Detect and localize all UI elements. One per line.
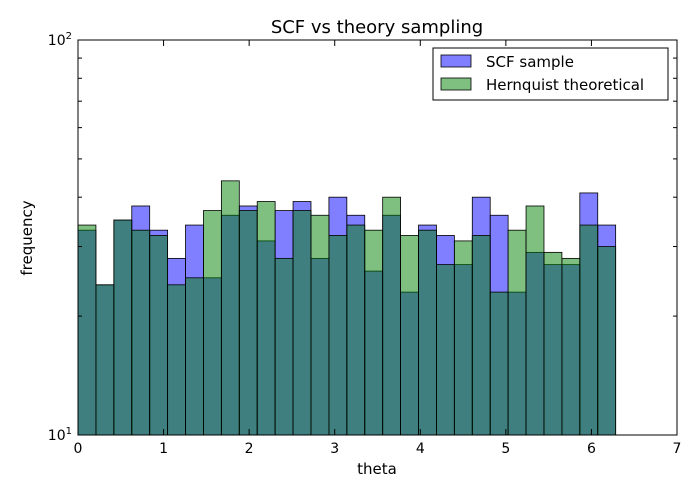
bar-hernquist-18 [400,235,419,436]
legend: SCF sample Hernquist theoretical [432,47,669,101]
x-tick-label: 1 [159,441,168,457]
bar-hernquist-13 [310,214,330,436]
bar-hernquist-6 [185,277,204,436]
bar-hernquist-3 [131,229,151,436]
bars-layer [77,180,617,436]
plot-frame [77,39,678,436]
bar-hernquist-24 [507,229,527,436]
bar-hernquist-4 [149,235,169,436]
x-tick-label: 2 [245,441,254,457]
bar-hernquist-29 [597,246,617,436]
bar-hernquist-7 [203,210,222,436]
chart-title: SCF vs theory sampling [271,17,483,38]
y-tick-label: 102 [48,31,72,49]
bar-hernquist-5 [167,284,186,436]
bar-hernquist-26 [543,251,563,436]
bar-hernquist-1 [95,284,115,436]
bar-hernquist-19 [418,229,437,436]
x-tick-label: 3 [330,441,339,457]
bar-hernquist-15 [346,224,366,436]
x-axis-ticks: 0 1 2 3 4 5 6 7 [74,40,682,457]
x-tick-label: 6 [587,441,596,457]
bar-hernquist-17 [382,196,401,436]
legend-label-hernquist: Hernquist theoretical [486,76,644,94]
legend-swatch-scf [440,54,472,68]
bar-hernquist-14 [328,235,348,436]
bar-hernquist-10 [256,201,276,436]
legend-swatch-hernquist [440,77,472,91]
bar-hernquist-27 [561,257,581,436]
bar-hernquist-11 [274,257,294,436]
legend-label-scf: SCF sample [486,53,574,71]
x-tick-label: 0 [74,441,83,457]
y-tick-label: 101 [48,426,72,444]
bar-hernquist-21 [453,240,473,436]
bar-hernquist-0 [77,224,97,436]
x-tick-label: 5 [501,441,510,457]
bar-hernquist-9 [238,210,258,436]
bar-hernquist-8 [220,180,240,436]
bar-hernquist-12 [292,210,312,436]
x-axis-label: theta [357,460,397,478]
x-tick-label: 7 [673,441,682,457]
bar-hernquist-2 [113,219,133,436]
y-axis-label: frequency [18,200,36,275]
bar-hernquist-16 [364,229,384,436]
x-tick-label: 4 [416,441,425,457]
bar-hernquist-25 [525,205,545,436]
bar-hernquist-23 [489,291,509,436]
legend-box [432,47,669,101]
bar-hernquist-20 [436,264,455,436]
bar-hernquist-22 [471,235,491,436]
bar-hernquist-28 [579,224,599,436]
